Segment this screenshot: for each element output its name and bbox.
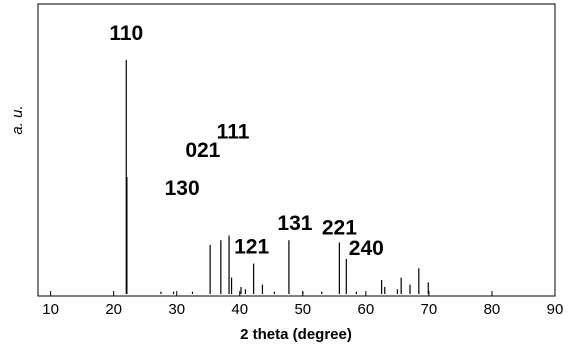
peak-label-240: 240 — [349, 237, 384, 260]
x-ticks: 10 20 30 40 50 60 70 80 90 — [42, 291, 563, 318]
x-tick-label-3: 40 — [231, 301, 248, 318]
peak-label-111: 111 — [217, 121, 250, 144]
x-tick-label-4: 50 — [294, 301, 311, 318]
peaks-layer — [125, 60, 429, 294]
peak-label-131: 131 — [277, 212, 312, 235]
x-tick-label-5: 60 — [358, 301, 375, 318]
x-tick-label-0: 10 — [42, 301, 59, 318]
peak-label-121: 121 — [234, 236, 269, 259]
peak-label-110: 110 — [109, 22, 143, 45]
peak-label-130: 130 — [165, 177, 200, 200]
x-tick-label-8: 90 — [547, 301, 564, 318]
plot-frame — [37, 3, 556, 297]
x-tick-label-2: 30 — [168, 301, 185, 318]
y-axis-label: a. u. — [9, 105, 26, 134]
peak-label-221: 221 — [322, 217, 357, 240]
x-tick-label-6: 70 — [421, 301, 438, 318]
x-axis-label: 2 theta (degree) — [240, 326, 352, 343]
peak-label-021: 021 — [185, 139, 220, 162]
x-tick-label-7: 80 — [484, 301, 501, 318]
x-tick-label-1: 20 — [105, 301, 122, 318]
